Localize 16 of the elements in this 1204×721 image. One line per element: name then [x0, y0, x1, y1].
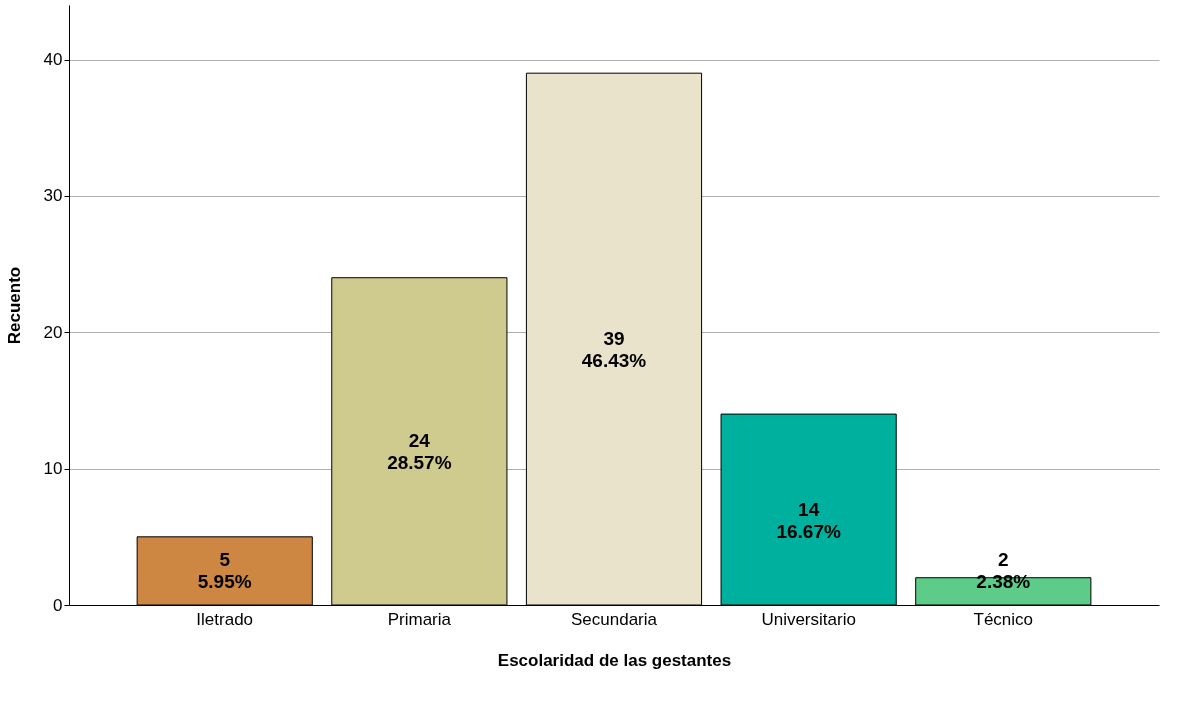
y-tick-label: 0: [53, 595, 63, 615]
y-axis-title: Recuento: [4, 266, 24, 345]
y-tick-label: 20: [43, 322, 63, 342]
data-label: 24 28.57%: [387, 430, 452, 474]
data-label: 5 5.95%: [197, 549, 252, 592]
data-label: 14 16.67%: [776, 498, 841, 542]
y-tick-label: 30: [43, 186, 63, 206]
data-label: 39 46.43%: [581, 328, 647, 372]
x-tick-label: Primaria: [387, 609, 452, 629]
x-tick-label: Secundaria: [570, 609, 658, 629]
y-tick-label: 10: [43, 459, 63, 479]
y-tick-label: 40: [43, 50, 63, 70]
x-axis-title: Escolaridad de las gestantes: [497, 650, 732, 670]
x-tick-label: Universitario: [761, 609, 856, 629]
x-tick-label: Iletrado: [196, 609, 254, 629]
x-tick-label: Técnico: [973, 609, 1034, 629]
